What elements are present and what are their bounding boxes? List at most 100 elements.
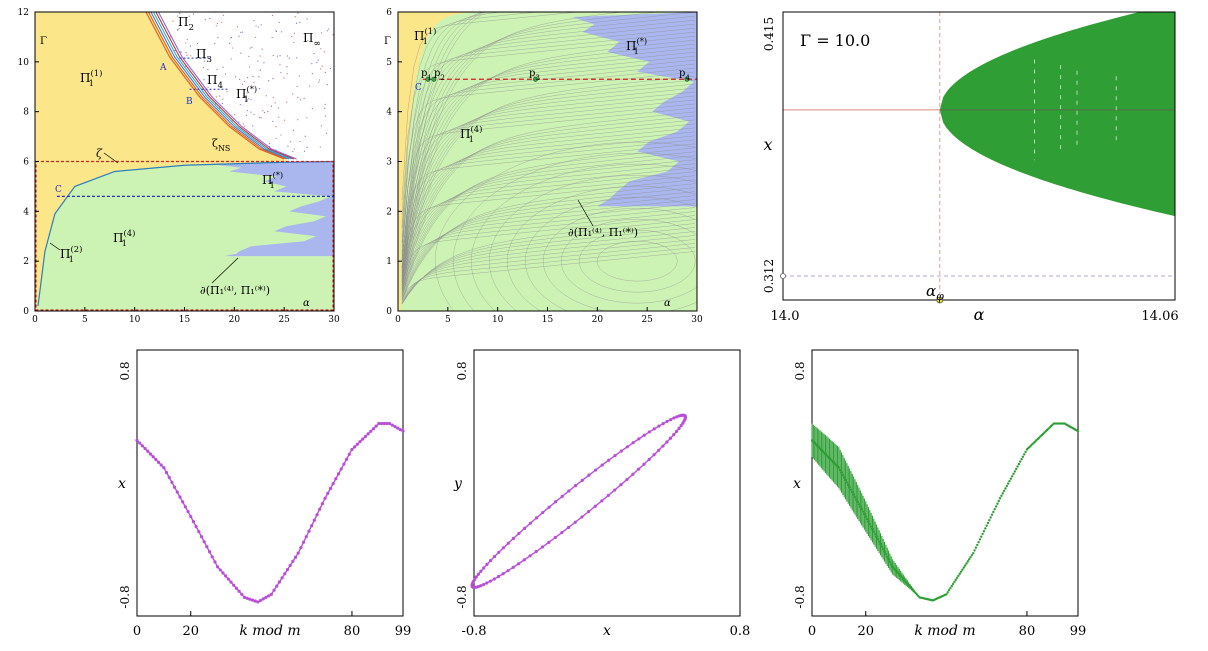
data-point <box>883 550 886 553</box>
scatter-dot <box>214 42 216 44</box>
scatter-dot <box>239 104 241 106</box>
scatter-dot <box>252 125 254 127</box>
scatter-dot <box>316 61 318 64</box>
scatter-dot <box>189 45 192 47</box>
x-tick-label: 15 <box>542 315 554 325</box>
level-curve <box>401 12 503 243</box>
scatter-dot <box>172 20 174 22</box>
level-curve <box>525 196 697 311</box>
scatter-dot <box>232 47 234 49</box>
level-curve <box>401 127 696 286</box>
level-curve <box>401 12 625 282</box>
scatter-dot <box>261 48 263 50</box>
data-point <box>882 548 885 551</box>
level-curve <box>401 179 696 271</box>
scatter-dot <box>297 96 299 98</box>
label-pi1-star: Π(*) 1 <box>626 36 647 56</box>
data-point <box>856 500 859 504</box>
scatter-dot <box>228 42 231 44</box>
panel-c-frame <box>782 11 1176 301</box>
label-boundary: ∂(Π₁⁽⁴⁾, Π₁⁽*⁾) <box>200 284 270 297</box>
level-curve <box>401 247 696 301</box>
data-point <box>860 508 863 511</box>
x-tick-label: 99 <box>395 624 412 639</box>
scatter-dot <box>268 80 270 82</box>
level-curve <box>401 227 696 304</box>
scatter-dot <box>320 125 323 127</box>
label-pi1-1: Π(1) 1 <box>414 26 436 46</box>
scatter-dot <box>321 65 323 67</box>
scatter-dot <box>246 99 248 101</box>
data-point <box>887 558 890 561</box>
scatter-dot <box>217 37 219 39</box>
level-curve <box>401 131 696 282</box>
x-tick-label: 0 <box>133 624 141 639</box>
scatter-dot <box>293 32 296 34</box>
x-tick-label: 25 <box>278 315 290 325</box>
scatter-dot <box>245 114 247 116</box>
scatter-dot <box>275 126 277 128</box>
point-p1 <box>425 76 431 82</box>
gamma-annotation: Γ = 10.0 <box>800 31 870 50</box>
level-curve <box>401 12 483 262</box>
scatter-dot <box>243 94 245 97</box>
y-tick-label: 0.8 <box>455 361 469 380</box>
panel-c-ylabel: x <box>763 135 772 154</box>
y-tick-label: 0.415 <box>762 17 776 51</box>
level-curve <box>435 141 697 311</box>
zeta-curve <box>37 160 334 307</box>
x-tick-label: 20 <box>592 315 604 325</box>
data-point <box>957 574 960 577</box>
data-point <box>986 521 990 525</box>
data-point <box>965 562 968 565</box>
data-point <box>868 522 871 526</box>
level-curve <box>401 223 696 305</box>
level-curve <box>401 12 486 254</box>
scatter-dot <box>321 32 323 34</box>
data-point <box>994 505 998 508</box>
y-tick-label: -0.8 <box>793 585 807 608</box>
data-point <box>970 554 974 557</box>
level-curve <box>401 195 696 299</box>
label-pi1-star-upper: Π(*) 1 <box>236 84 257 104</box>
data-point <box>1015 467 1018 471</box>
scatter-dot <box>306 18 308 20</box>
scatter-dot <box>258 76 260 78</box>
x-tick-label: 99 <box>1070 624 1087 639</box>
point-p2 <box>431 76 437 82</box>
level-curve <box>401 31 696 238</box>
data-point <box>837 466 841 469</box>
scatter-dot <box>286 101 288 103</box>
scatter-dot <box>221 21 223 24</box>
resonance-tongue <box>152 12 292 160</box>
scatter-dot <box>253 113 255 116</box>
scatter-dot <box>216 68 218 71</box>
scatter-dot <box>307 40 309 42</box>
scatter-dot <box>281 31 283 33</box>
scatter-dot <box>317 59 319 61</box>
label-pi1-1: Π(1) 1 <box>80 68 102 88</box>
region-pi1-star <box>209 161 334 257</box>
level-curve <box>401 15 696 273</box>
y-tick-label: -0.8 <box>118 585 132 608</box>
scatter-dot <box>222 66 224 68</box>
y-axis-label: x <box>793 476 801 492</box>
y-tick-label: 8 <box>23 108 29 118</box>
data-point <box>958 572 961 575</box>
scatter-dot <box>313 52 315 55</box>
level-curve <box>401 107 696 243</box>
scatter-dot <box>280 71 282 74</box>
data-point <box>976 543 979 547</box>
scatter-dot <box>294 16 296 18</box>
data-point <box>949 586 952 590</box>
data-point <box>1010 475 1014 478</box>
scatter-dot <box>216 22 218 25</box>
level-curve <box>401 79 696 288</box>
scatter-dot <box>253 19 255 22</box>
data-point <box>884 553 888 556</box>
x-tick-label: 20 <box>229 315 241 325</box>
scatter-dot <box>292 93 294 95</box>
level-curve <box>401 12 540 227</box>
y-axis-label: Γ <box>40 36 47 47</box>
